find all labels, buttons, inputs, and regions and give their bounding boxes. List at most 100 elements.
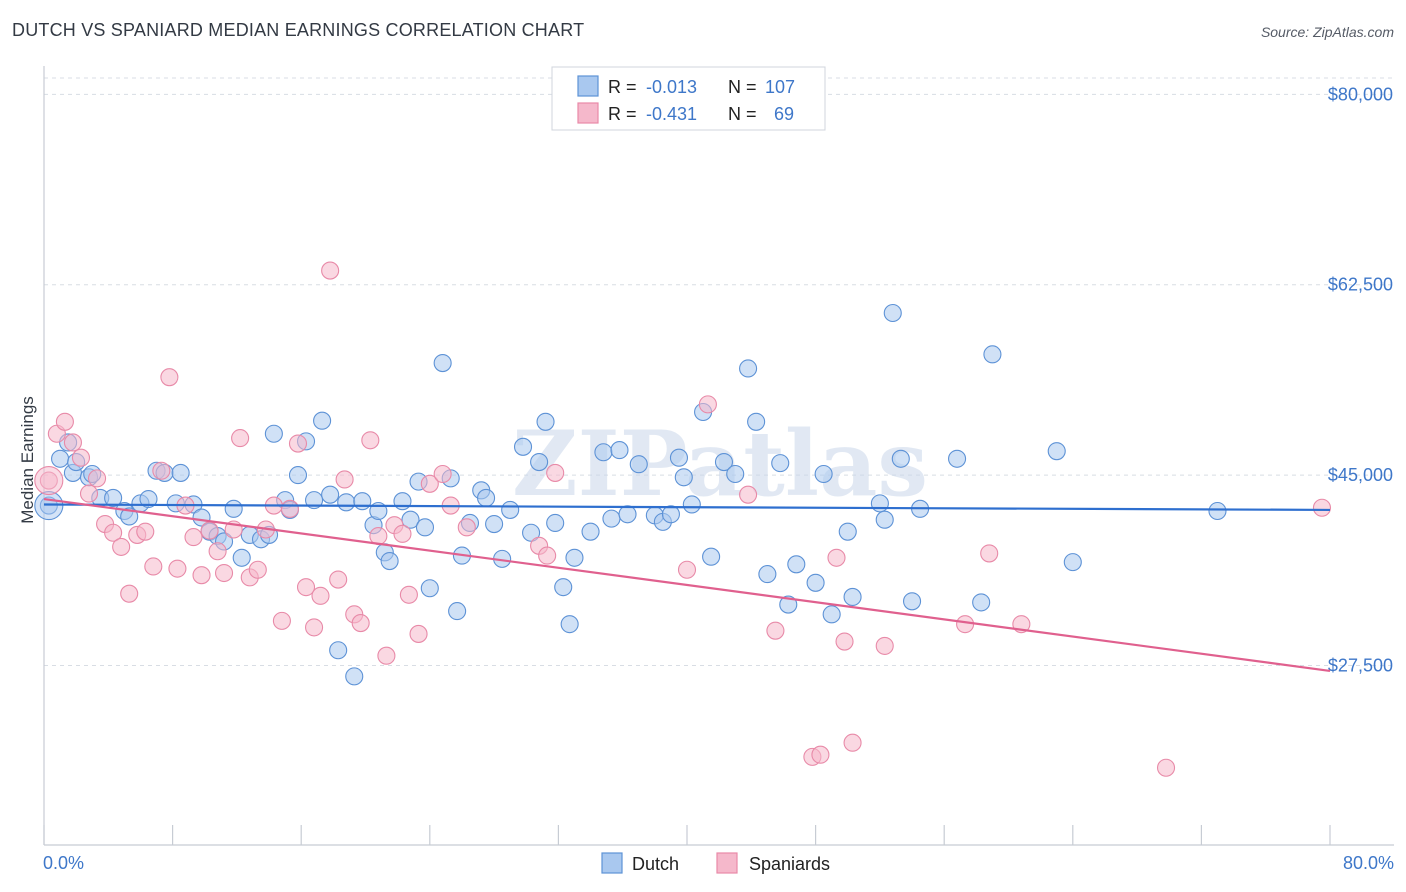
spaniard-point (152, 461, 171, 480)
x-tick-label-max: 80.0% (1343, 853, 1394, 873)
legend-r-value-dutch: -0.013 (646, 77, 697, 97)
spaniard-point (112, 537, 131, 556)
dutch-point (104, 488, 123, 507)
dutch-point (891, 449, 910, 468)
spaniard-point (739, 485, 758, 504)
dutch-point (513, 437, 533, 456)
spaniard-point (321, 261, 340, 280)
dutch-point (787, 555, 806, 574)
y-tick-labels: $80,000 $62,500 $45,000 $27,500 (1328, 84, 1393, 675)
spaniard-point (231, 429, 250, 448)
spaniard-point (766, 621, 785, 640)
dutch-point (522, 523, 541, 542)
legend-swatch-dutch (577, 75, 599, 97)
dutch-point (618, 505, 637, 524)
spaniard-point (1156, 758, 1176, 777)
dutch-trend-line (43, 503, 1331, 512)
spaniard-point (361, 431, 380, 450)
spaniard-point (393, 524, 412, 543)
bottom-legend-swatch-spaniards (716, 852, 738, 874)
dutch-point (629, 455, 648, 474)
legend-n-label-spaniards: N = (728, 104, 757, 124)
dutch-point (838, 522, 857, 541)
dutch-point (726, 464, 745, 484)
legend-r-value-spaniards: -0.431 (646, 104, 697, 124)
dutch-point (448, 602, 467, 621)
dutch-point (870, 494, 889, 513)
dutch-point (875, 510, 894, 529)
dutch-point (329, 641, 348, 660)
dutch-point (224, 499, 243, 518)
spaniard-point (168, 559, 187, 578)
dutch-point (477, 488, 496, 507)
spaniard-point (288, 434, 308, 453)
spaniard-point (827, 548, 846, 567)
x-tick-label-min: 0.0% (43, 853, 84, 873)
dutch-point (602, 509, 621, 528)
spaniard-point (335, 470, 354, 489)
dutch-point (288, 466, 308, 485)
dutch-point (702, 547, 721, 566)
dutch-point (983, 345, 1002, 364)
dutch-point (420, 579, 439, 598)
bottom-legend: Dutch Spaniards (601, 852, 830, 874)
legend-n-value-spaniards: 69 (774, 104, 794, 124)
source-credit: Source: ZipAtlas.com (1260, 24, 1394, 40)
spaniard-point (55, 412, 74, 431)
dutch-point (345, 667, 364, 686)
spaniard-point (200, 521, 219, 540)
dutch-point (380, 551, 399, 571)
spaniard-point (677, 560, 697, 579)
dutch-point (139, 489, 158, 509)
spaniard-point (160, 368, 179, 387)
dutch-point (822, 605, 841, 624)
dutch-point (594, 443, 613, 462)
dutch-point (232, 548, 251, 567)
spaniard-point (351, 614, 370, 633)
spaniard-point (980, 544, 999, 563)
spaniard-point (811, 745, 830, 764)
spaniard-point (956, 615, 975, 634)
dutch-point (546, 513, 565, 533)
y-tick-label: $80,000 (1328, 84, 1393, 104)
y-tick-label: $27,500 (1328, 655, 1393, 675)
legend: R = -0.013 N = 107 R = -0.431 N = 69 (551, 66, 826, 131)
spaniard-point (272, 611, 291, 630)
spaniard-point (433, 464, 452, 484)
dutch-point (393, 492, 412, 511)
dutch-point (758, 565, 777, 584)
spaniard-point (71, 448, 91, 467)
dutch-point (171, 463, 190, 482)
dutch-point (560, 615, 579, 634)
spaniard-point (399, 585, 418, 604)
dutch-point (674, 468, 693, 487)
spaniard-point (208, 542, 227, 561)
dutch-point (192, 508, 211, 527)
dutch-point (682, 495, 701, 514)
spaniard-point (835, 632, 854, 651)
spaniard-point (546, 463, 565, 482)
spaniard-points (34, 261, 1332, 777)
spaniard-point (63, 433, 82, 452)
spaniard-point (136, 522, 155, 541)
x-tick-labels: 0.0% 80.0% (43, 853, 1394, 873)
spaniard-point (184, 528, 203, 547)
spaniard-point (409, 624, 428, 643)
dutch-point (814, 464, 833, 484)
dutch-point (714, 452, 734, 472)
dutch-point (415, 518, 435, 537)
dutch-point (747, 412, 766, 431)
spaniard-point (843, 733, 862, 752)
trend-lines (43, 497, 1331, 673)
dutch-point (843, 587, 862, 606)
spaniard-point (875, 636, 894, 655)
spaniard-point (311, 586, 330, 605)
chart-title: DUTCH VS SPANIARD MEDIAN EARNINGS CORREL… (12, 20, 585, 40)
spaniard-point (698, 395, 717, 414)
dutch-point (501, 500, 520, 519)
spaniard-point (377, 646, 396, 665)
dutch-point (554, 578, 573, 597)
dutch-point (972, 593, 991, 612)
dutch-point (565, 548, 584, 567)
